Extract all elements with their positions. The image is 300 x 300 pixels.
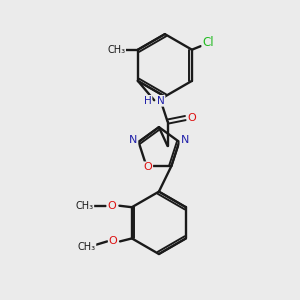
Text: N: N: [180, 135, 189, 146]
Text: Cl: Cl: [202, 36, 214, 50]
Text: O: O: [188, 113, 196, 123]
Text: CH₃: CH₃: [75, 201, 93, 211]
Text: O: O: [109, 236, 118, 246]
Text: H: H: [144, 96, 152, 106]
Text: O: O: [143, 162, 152, 172]
Text: O: O: [107, 201, 116, 211]
Text: CH₃: CH₃: [77, 242, 95, 252]
Text: N: N: [157, 96, 165, 106]
Text: CH₃: CH₃: [107, 45, 125, 55]
Text: N: N: [129, 135, 137, 146]
